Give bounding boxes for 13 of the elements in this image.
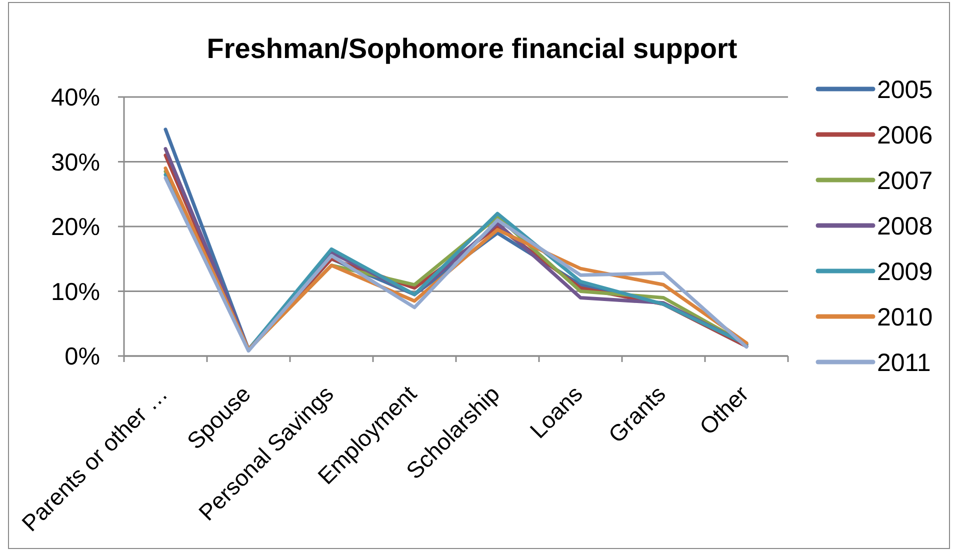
legend-label: 2010 bbox=[877, 304, 933, 332]
chart-title: Freshman/Sophomore financial support bbox=[206, 33, 738, 64]
y-tick-label: 40% bbox=[50, 84, 100, 112]
y-tick-label: 30% bbox=[50, 149, 100, 176]
legend-label: 2008 bbox=[877, 212, 933, 240]
y-tick-label: 0% bbox=[64, 344, 100, 371]
legend-label: 2011 bbox=[877, 349, 931, 377]
legend-label: 2009 bbox=[877, 258, 933, 286]
y-tick-label: 20% bbox=[50, 214, 100, 242]
y-tick-label: 10% bbox=[50, 278, 100, 306]
legend-label: 2005 bbox=[877, 76, 933, 104]
legend-label: 2006 bbox=[877, 122, 933, 150]
legend-label: 2007 bbox=[877, 167, 933, 195]
